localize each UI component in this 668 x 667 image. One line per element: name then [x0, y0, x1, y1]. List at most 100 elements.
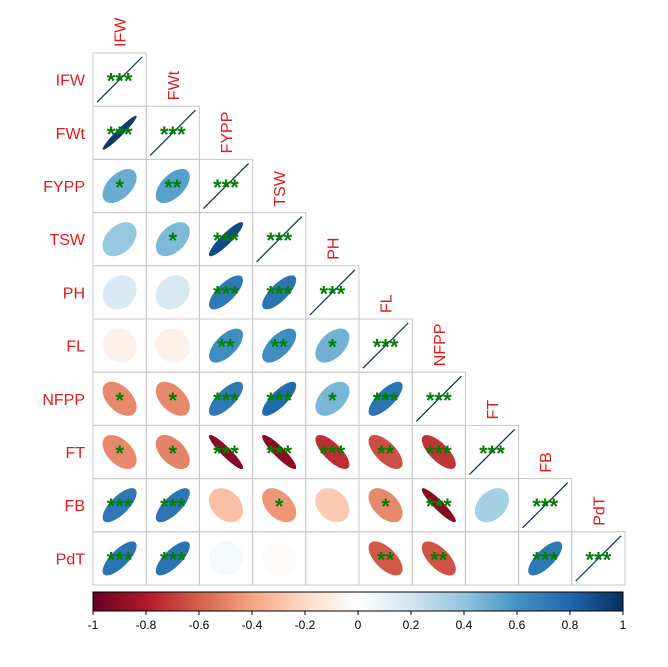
ellipse-FWt-IFW [102, 115, 137, 150]
sig-IFW-IFW: *** [107, 69, 133, 94]
column-label-FYPP: FYPP [219, 112, 236, 154]
column-label-FT: FT [485, 400, 502, 420]
colorbar-tick-label: 0.2 [403, 618, 420, 632]
colorbar-tick-label: -0.8 [136, 618, 157, 632]
sig-FYPP-FYPP: *** [213, 175, 239, 200]
ellipse-FB-FT [474, 488, 510, 523]
row-label-NFPP: NFPP [42, 392, 85, 409]
sig-PdT-FB: *** [532, 547, 558, 572]
sig-FB-NFPP: *** [426, 494, 452, 519]
diag-mark-NFPP [415, 375, 462, 422]
colorbar: -1 -0.8 -0.6 -0.4 -0.2 0 0.2 0.4 0.6 0.8 1 [88, 591, 627, 632]
ellipse-FL-IFW [102, 328, 137, 363]
row-label-PdT: PdT [56, 551, 86, 568]
significance-markers: ****** **** ** **** *** ****** *** ***** ** * ****… [107, 69, 612, 573]
sig-FT-FT: *** [479, 441, 505, 466]
ellipse-NFPP-FL [368, 381, 403, 416]
ellipse-PH-TSW [262, 275, 297, 310]
sig-NFPP-TSW: *** [266, 388, 292, 413]
ellipse-FT-PH [315, 434, 350, 470]
ellipse-FB-FL [368, 488, 403, 523]
matrix-ellipses [96, 56, 622, 582]
sig-FL-PH: * [328, 335, 337, 360]
ellipse-NFPP-PH [315, 381, 350, 416]
colorbar-tick-label: -0.2 [295, 618, 316, 632]
diag-mark-TSW [256, 216, 303, 263]
sig-NFPP-PH: * [328, 388, 337, 413]
sig-PH-TSW: *** [266, 281, 292, 306]
column-label-PH: PH [325, 238, 342, 260]
sig-PdT-FL: ** [377, 547, 395, 572]
row-label-FB: FB [65, 498, 85, 515]
sig-FT-FWt: * [169, 441, 178, 466]
diag-mark-PH [309, 269, 356, 316]
diag-mark-PdT [575, 535, 622, 582]
row-label-TSW: TSW [49, 232, 85, 249]
ellipse-FB-PH [315, 488, 350, 523]
ellipse-PdT-IFW [102, 541, 137, 576]
sig-FB-IFW: *** [107, 494, 133, 519]
ellipse-PdT-TSW [262, 541, 297, 576]
column-label-FWt: FWt [166, 70, 183, 100]
column-label-TSW: TSW [272, 170, 289, 206]
column-label-FB: FB [538, 452, 555, 472]
sig-NFPP-FL: *** [373, 388, 399, 413]
column-label-FL: FL [379, 294, 396, 313]
ellipse-FB-TSW [262, 488, 297, 523]
colorbar-tick-label: -0.4 [242, 618, 263, 632]
sig-NFPP-IFW: * [115, 388, 124, 413]
sig-TSW-FWt: * [169, 228, 178, 253]
ellipse-PH-IFW [102, 275, 137, 310]
ellipse-FT-FWt [155, 434, 190, 470]
sig-FT-TSW: *** [266, 441, 292, 466]
ellipse-FT-FYPP [208, 434, 244, 470]
row-label-FT: FT [65, 445, 85, 462]
sig-NFPP-FWt: * [169, 388, 178, 413]
colorbar-tick-label: 0.4 [456, 618, 473, 632]
colorbar-tick-label: 0.8 [562, 618, 579, 632]
colorbar-tick-label: -0.6 [189, 618, 210, 632]
sig-FB-TSW: * [275, 494, 284, 519]
sig-TSW-FYPP: *** [213, 228, 239, 253]
ellipse-PdT-FYPP [208, 541, 244, 576]
sig-PH-PH: *** [320, 281, 346, 306]
sig-FYPP-IFW: * [115, 175, 124, 200]
sig-PdT-FWt: *** [160, 547, 186, 572]
row-label-FWt: FWt [56, 126, 86, 143]
ellipse-FYPP-FWt [155, 168, 190, 204]
colorbar-bar [92, 591, 624, 612]
ellipse-FB-FWt [155, 488, 190, 523]
sig-FYPP-FWt: ** [164, 175, 182, 200]
sig-FT-IFW: * [115, 441, 124, 466]
sig-PdT-PdT: *** [586, 547, 612, 572]
sig-FB-FWt: *** [160, 494, 186, 519]
ellipse-PdT-NFPP [421, 541, 456, 576]
sig-FB-FL: * [381, 494, 390, 519]
grid-cell [571, 531, 626, 586]
sig-NFPP-NFPP: *** [426, 388, 452, 413]
ellipse-FB-IFW [102, 488, 137, 523]
column-label-PdT: PdT [591, 496, 608, 526]
sig-FL-FL: *** [373, 335, 399, 360]
sig-PH-FYPP: *** [213, 281, 239, 306]
colorbar-tick-label: 0 [355, 618, 362, 632]
ellipse-FT-IFW [102, 434, 137, 470]
ellipse-FT-NFPP [421, 434, 456, 470]
diag-mark-FL [362, 322, 409, 369]
ellipse-PdT-FB [528, 541, 563, 576]
sig-PdT-NFPP: ** [430, 547, 448, 572]
sig-FL-TSW: ** [271, 335, 289, 360]
ellipse-FL-PH [315, 328, 350, 363]
ellipse-TSW-FWt [155, 222, 190, 257]
row-labels: IFW FWt FYPP TSW PH FL NFPP FT FB PdT [42, 73, 86, 569]
ellipse-FB-NFPP [421, 488, 456, 523]
sig-NFPP-FYPP: *** [213, 388, 239, 413]
ellipse-PH-FYPP [208, 275, 244, 310]
row-label-IFW: IFW [56, 73, 86, 90]
colorbar-tick-label: 0.6 [509, 618, 526, 632]
matrix-grid [92, 52, 626, 586]
ellipse-PdT-FL [368, 541, 403, 576]
ellipse-NFPP-IFW [102, 381, 137, 416]
row-label-PH: PH [63, 285, 85, 302]
